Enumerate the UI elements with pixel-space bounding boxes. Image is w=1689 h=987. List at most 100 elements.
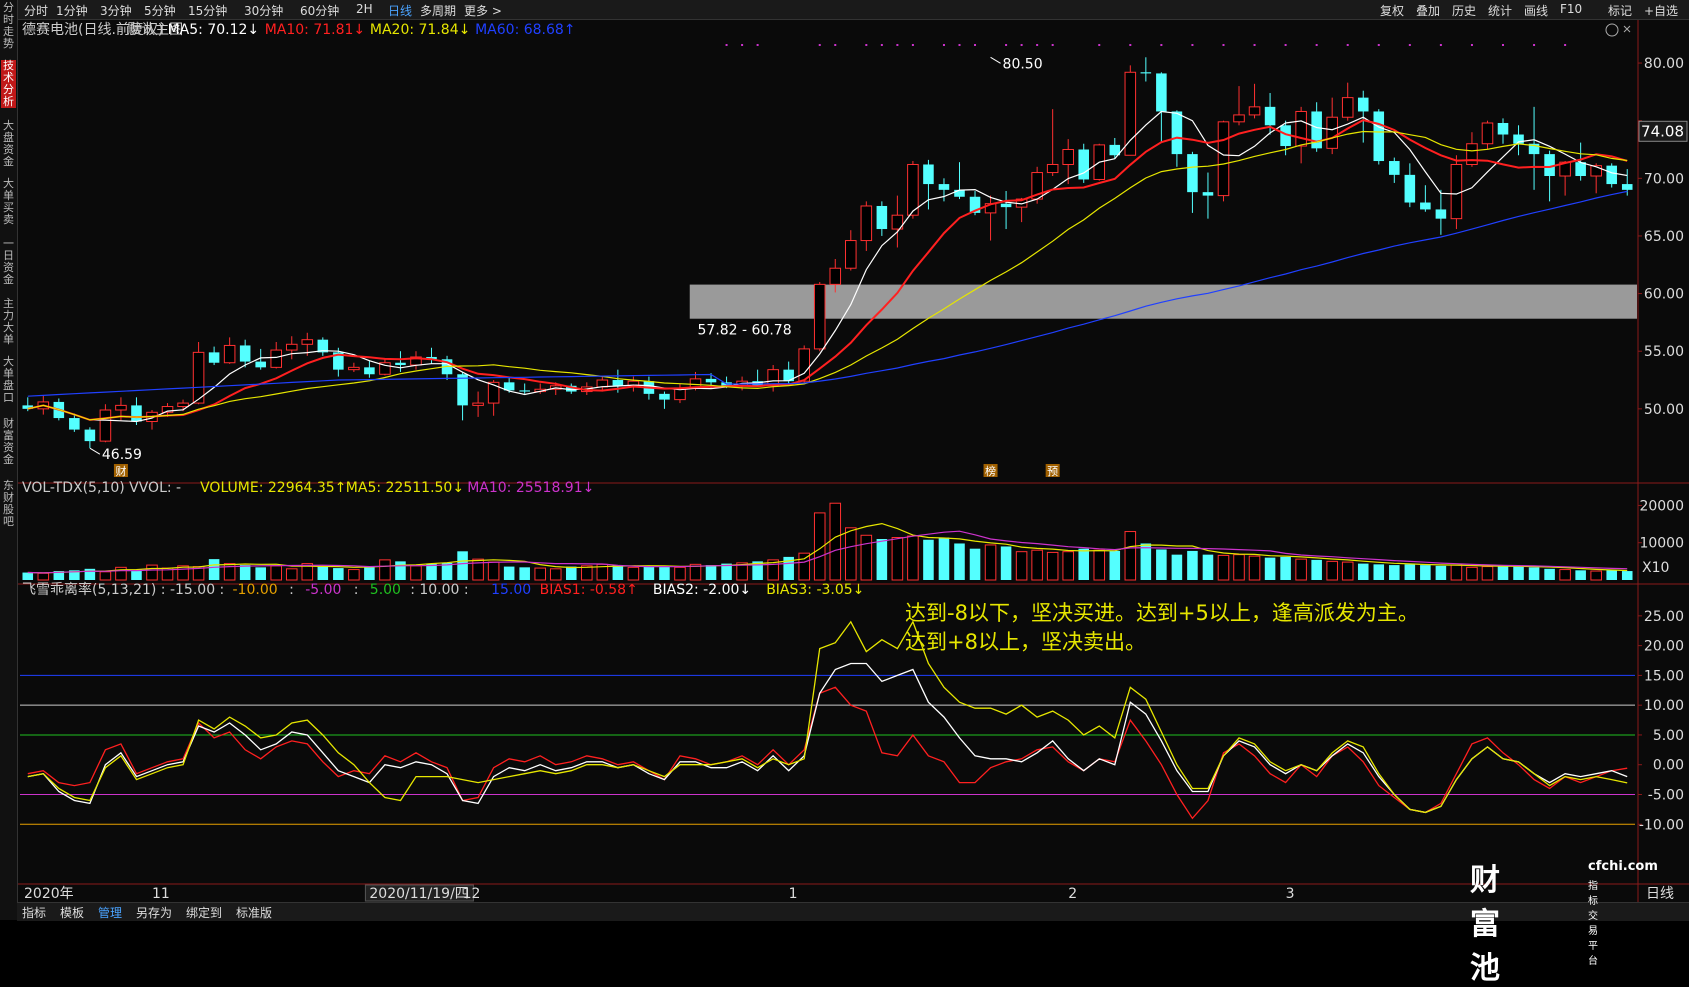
candle-body bbox=[1187, 154, 1198, 193]
y-tick-label: 15.00 bbox=[1644, 668, 1684, 684]
candle-body bbox=[1373, 111, 1385, 162]
bottom-tab[interactable]: 管理 bbox=[98, 906, 123, 920]
volume-bar bbox=[519, 567, 530, 580]
candle-body bbox=[1497, 122, 1509, 135]
volume-bar bbox=[1171, 554, 1183, 580]
indicator-value: MA10: 71.81↓ bbox=[265, 22, 365, 38]
event-dot bbox=[1098, 44, 1101, 46]
tool-button[interactable]: +自选 bbox=[1644, 4, 1679, 18]
volume-ma5-line bbox=[27, 522, 1628, 574]
tool-button[interactable]: 叠加 bbox=[1416, 4, 1441, 18]
period-tab[interactable]: 2H bbox=[356, 2, 373, 16]
indicator-value: -5.00 bbox=[305, 582, 341, 598]
y-tick-label: 0.00 bbox=[1653, 758, 1684, 774]
period-toolbar: 分时 1分钟 3分钟 5分钟 15分钟 30分钟 60分钟 2H 日线 多周期 更多 > 复权 叠加 历史… bbox=[0, 0, 1689, 20]
event-dot bbox=[756, 44, 759, 46]
period-tab[interactable]: 1分钟 bbox=[56, 4, 88, 18]
tool-button[interactable]: 统计 bbox=[1488, 4, 1513, 18]
candle-body bbox=[845, 240, 857, 269]
candle-body bbox=[1233, 114, 1245, 123]
bottom-tab[interactable]: 标准版 bbox=[236, 906, 273, 920]
x-tick-label: 11 bbox=[152, 886, 170, 902]
tool-button[interactable]: 标记 bbox=[1608, 4, 1633, 18]
volume-bar bbox=[223, 563, 236, 581]
volume-bar bbox=[1357, 563, 1369, 580]
indicator-toolbar: 指标 模板 管理 另存为 绑定到 标准版 bbox=[17, 902, 1689, 921]
volume-bar bbox=[115, 566, 127, 581]
volume-bar bbox=[1559, 569, 1571, 581]
tool-button[interactable]: 历史 bbox=[1452, 4, 1477, 18]
bottom-tab[interactable]: 另存为 bbox=[136, 906, 173, 920]
bottom-tab[interactable]: 指标 bbox=[22, 906, 47, 920]
side-tab[interactable]: 分时走势 bbox=[3, 1, 14, 50]
volume-bar bbox=[22, 572, 34, 580]
side-tab[interactable]: 大单盘口 bbox=[3, 355, 14, 404]
volume-bar bbox=[1295, 558, 1307, 581]
candle-body bbox=[767, 369, 779, 387]
candle-body bbox=[1621, 184, 1633, 190]
volume-bar bbox=[891, 537, 904, 581]
period-tab[interactable]: 多周期 bbox=[420, 4, 457, 18]
side-tab[interactable]: 东财股吧 bbox=[3, 479, 14, 528]
volume-bar bbox=[1544, 568, 1555, 580]
event-dot bbox=[1160, 44, 1163, 46]
volume-bar bbox=[146, 564, 158, 581]
indicator-value: BIAS2: -2.00↓ bbox=[653, 582, 751, 598]
volume-bar bbox=[131, 569, 142, 580]
event-marker: 预 bbox=[1047, 465, 1058, 478]
last-price-badge bbox=[1638, 120, 1688, 142]
tool-button[interactable]: 复权 bbox=[1380, 4, 1405, 18]
event-dot bbox=[1533, 44, 1536, 46]
side-tab[interactable]: 主力大单 bbox=[3, 297, 14, 346]
period-tab[interactable]: 更多 > bbox=[464, 4, 502, 18]
candle-body bbox=[1202, 192, 1214, 196]
x-tick-label: 2 bbox=[1068, 886, 1077, 902]
price-y-axis: 50.00 55.00 60.00 65.00 70.00 80.00 bbox=[1638, 56, 1684, 418]
period-tab[interactable]: 日线 bbox=[388, 4, 413, 18]
event-dot bbox=[725, 44, 728, 46]
tool-button[interactable]: 画线 bbox=[1524, 4, 1549, 18]
tool-button[interactable]: F10 bbox=[1560, 2, 1583, 16]
candle-body bbox=[223, 344, 236, 364]
event-marker-box bbox=[1045, 464, 1060, 477]
side-tab[interactable]: 大盘资金 bbox=[3, 119, 14, 168]
settings-icon[interactable] bbox=[1605, 23, 1619, 37]
volume-bar bbox=[969, 548, 981, 580]
bottom-tab[interactable]: 绑定到 bbox=[186, 906, 223, 920]
period-tab[interactable]: 5分钟 bbox=[144, 4, 176, 18]
side-tab[interactable]: 一日资金 bbox=[3, 237, 14, 286]
volume-bar bbox=[270, 565, 283, 581]
event-dot-row bbox=[725, 44, 1567, 46]
bias-series-bias3 bbox=[27, 620, 1628, 814]
candle-body bbox=[208, 352, 220, 363]
volume-bar bbox=[1404, 564, 1416, 580]
close-icon[interactable] bbox=[1623, 25, 1631, 33]
volume-bar bbox=[1015, 551, 1028, 581]
x-tick-label: 12 bbox=[463, 886, 481, 902]
event-dot bbox=[896, 44, 899, 46]
side-tab[interactable]: 大单买卖 bbox=[3, 177, 14, 226]
period-tab[interactable]: 3分钟 bbox=[100, 4, 132, 18]
side-tab[interactable]: 财富资金 bbox=[3, 417, 14, 466]
watermark-subtitle: 指标交易平台 bbox=[1588, 881, 1598, 967]
candle-body bbox=[1171, 111, 1183, 155]
indicator-value: MA10: 25518.91↓ bbox=[467, 480, 594, 496]
ma20-line bbox=[27, 130, 1628, 421]
side-tab[interactable]: 技术分析 bbox=[1, 59, 16, 108]
candle-body bbox=[22, 405, 34, 409]
period-tab[interactable]: 分时 bbox=[24, 4, 49, 18]
candle-body bbox=[1606, 165, 1617, 185]
volume-bar bbox=[1575, 570, 1586, 580]
period-tab[interactable]: 15分钟 bbox=[188, 4, 228, 18]
candle-body bbox=[519, 390, 530, 392]
period-tab[interactable]: 60分钟 bbox=[300, 4, 340, 18]
candle-body bbox=[1513, 134, 1524, 144]
event-marker-box bbox=[113, 464, 128, 477]
volume-bar bbox=[938, 537, 950, 580]
candle-body bbox=[1311, 111, 1322, 149]
event-dot bbox=[1020, 44, 1023, 46]
event-dot bbox=[1222, 44, 1225, 46]
bottom-tab[interactable]: 模板 bbox=[60, 906, 85, 920]
period-tab[interactable]: 30分钟 bbox=[244, 4, 284, 18]
